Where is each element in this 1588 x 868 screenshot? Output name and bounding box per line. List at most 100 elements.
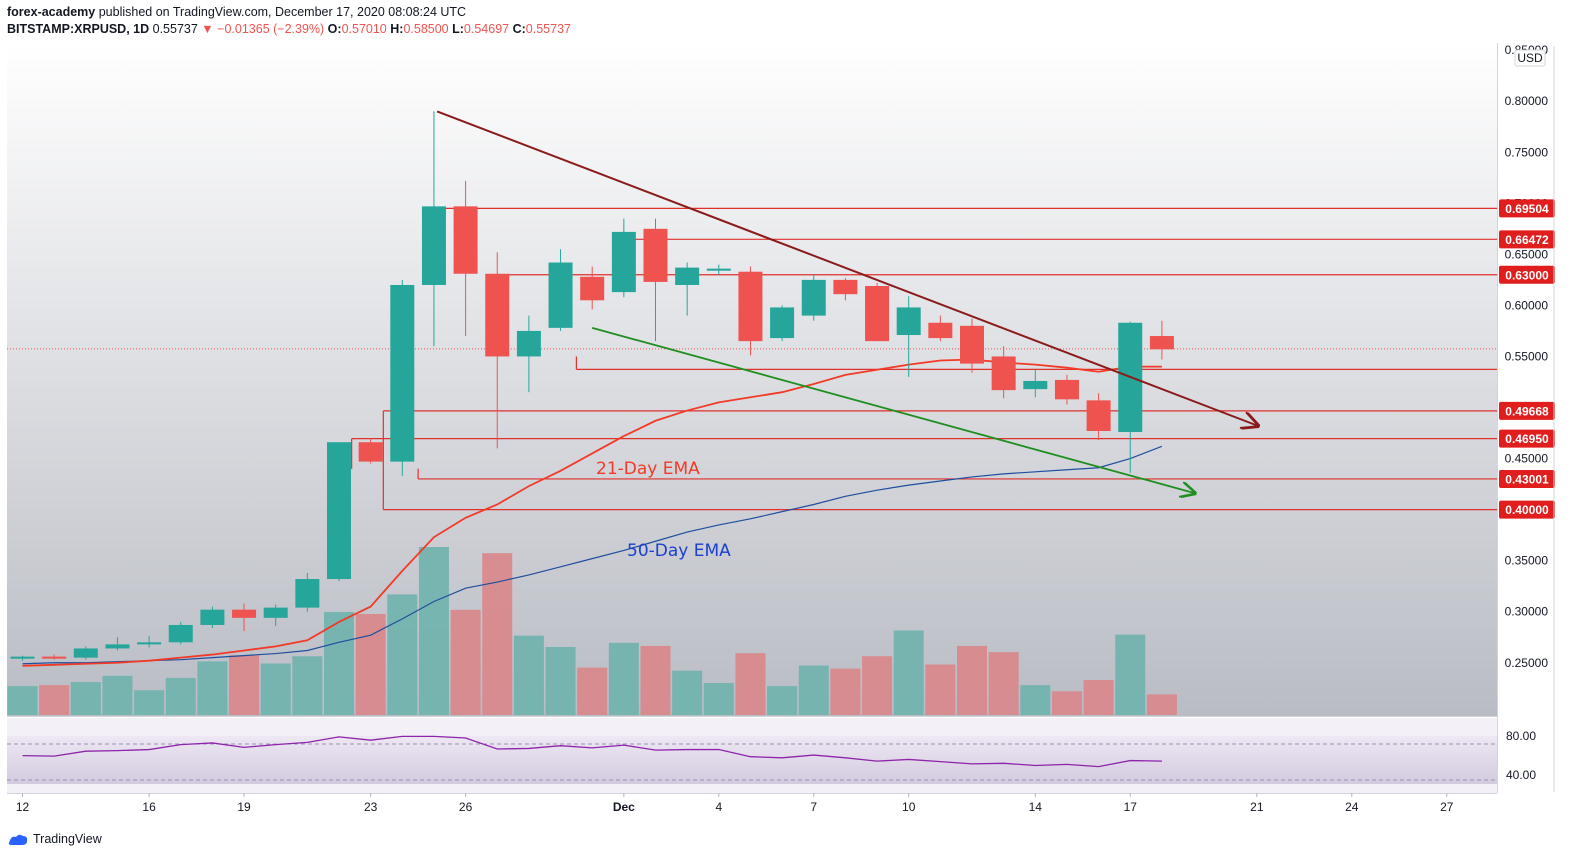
candle-body (358, 442, 383, 462)
volume-bar (134, 690, 165, 715)
x-tick-label: 10 (902, 800, 916, 814)
level-price-tag-bg (1499, 230, 1555, 249)
author-name[interactable]: forex-academy (7, 5, 96, 19)
x-tick-label: 23 (364, 800, 378, 814)
candle-body (960, 325, 984, 364)
level-price-tag: 0.40000 (1505, 503, 1549, 517)
y-tick-label: 0.55000 (1505, 349, 1549, 363)
open-value: 0.57010 (341, 22, 387, 36)
volume-bar (260, 663, 291, 715)
volume-bar (355, 613, 386, 715)
annotations: 21-Day EMA 50-Day EMA (596, 459, 731, 561)
y-tick-label: 0.65000 (1505, 247, 1549, 261)
volume-bar (165, 677, 196, 715)
price-change: −0.01365 (−2.39%) (217, 22, 325, 36)
symbol-name[interactable]: BITSTAMP:XRPUSD, 1D (7, 22, 150, 36)
candle-body (738, 271, 763, 342)
level-price-tag: 0.46950 (1505, 432, 1549, 446)
tradingview-logo-icon (8, 834, 28, 845)
x-tick-label: 4 (715, 800, 722, 814)
rsi-pane (7, 735, 1497, 784)
candle-body (865, 286, 890, 342)
volume-bar (324, 611, 354, 715)
rsi-band (7, 736, 1497, 784)
time-axis: 12 16 19 23 26 Dec 4 7 10 14 17 21 24 27 (16, 793, 1454, 814)
volume-bar (292, 656, 323, 715)
candle-body (485, 273, 510, 357)
y-tick-label: 0.30000 (1505, 605, 1549, 619)
candle-body (200, 609, 225, 625)
low-label: L: (452, 22, 464, 36)
candle-body (232, 609, 257, 618)
volume-bar (608, 642, 639, 715)
x-tick-label: 26 (459, 800, 473, 814)
currency-badge[interactable]: USD (1514, 49, 1546, 67)
volume-bar (893, 630, 924, 715)
x-tick-label: 7 (810, 800, 817, 814)
level-price-tag-bg (1499, 401, 1555, 420)
volume-bar (482, 553, 513, 715)
candle-body (1054, 379, 1079, 400)
candle-body (453, 206, 478, 274)
candle-body (770, 307, 795, 339)
volume-bar (70, 682, 101, 715)
volume-bar (640, 645, 671, 715)
y-tick-label: 0.75000 (1505, 145, 1549, 159)
y-tick-label: 0.35000 (1505, 554, 1549, 568)
candle-body (580, 276, 605, 301)
open-label: O: (327, 22, 342, 36)
volume-bar (229, 655, 260, 715)
down-arrow-icon: ▼ (201, 22, 214, 36)
x-tick-label: 16 (142, 800, 156, 814)
ema50-line (22, 445, 1163, 665)
symbol-line: BITSTAMP:XRPUSD, 1D 0.55737 ▼ −0.01365 (… (7, 22, 571, 36)
x-tick-label: 14 (1029, 800, 1043, 814)
candles (10, 111, 1174, 661)
volume-bar (102, 675, 133, 715)
volume-bar (988, 652, 1019, 715)
candle-body (1149, 336, 1174, 350)
volume-bar (577, 667, 608, 715)
volume-bar (1083, 679, 1114, 715)
y-tick-label: 0.25000 (1505, 656, 1549, 670)
volume-bar (798, 665, 829, 715)
candle-body (706, 268, 731, 271)
x-tick-label: 27 (1440, 800, 1454, 814)
candle-body (1086, 400, 1111, 431)
volume-bar (830, 668, 861, 715)
candle-body (390, 284, 415, 462)
level-price-tag: 0.49668 (1505, 404, 1549, 418)
candle-body (10, 656, 35, 659)
level-price-tag: 0.66472 (1505, 233, 1549, 247)
volume-bar (925, 664, 956, 715)
x-tick-label: Dec (613, 800, 635, 814)
low-value: 0.54697 (463, 22, 510, 36)
volume-bar (862, 656, 893, 715)
level-price-tag-bg (1499, 199, 1555, 218)
y-tick-label: 0.60000 (1505, 298, 1549, 312)
volume-bar (735, 653, 766, 715)
close-label: C: (512, 22, 526, 36)
candle-body (991, 356, 1016, 391)
candle-body (516, 330, 541, 357)
level-price-tag-bg (1499, 500, 1555, 519)
candle-body (105, 644, 130, 649)
ema50-annotation: 50-Day EMA (627, 541, 731, 561)
high-label: H: (390, 22, 404, 36)
candle-body (168, 624, 193, 643)
volume-bar (1146, 694, 1177, 715)
y-tick-label: 0.45000 (1505, 452, 1549, 466)
candle-body (421, 206, 446, 285)
descending-trendline (436, 110, 1258, 425)
candle-body (327, 442, 351, 580)
candle-body (675, 267, 700, 285)
footer-brand: TradingView (33, 832, 102, 846)
main-pane-background (7, 43, 1497, 716)
volume-bar (957, 645, 987, 715)
level-price-tag: 0.43001 (1505, 472, 1549, 486)
volume-bar (7, 686, 38, 715)
volume-bar (1051, 691, 1082, 715)
x-tick-label: 12 (16, 800, 30, 814)
volume-bar (545, 646, 576, 715)
